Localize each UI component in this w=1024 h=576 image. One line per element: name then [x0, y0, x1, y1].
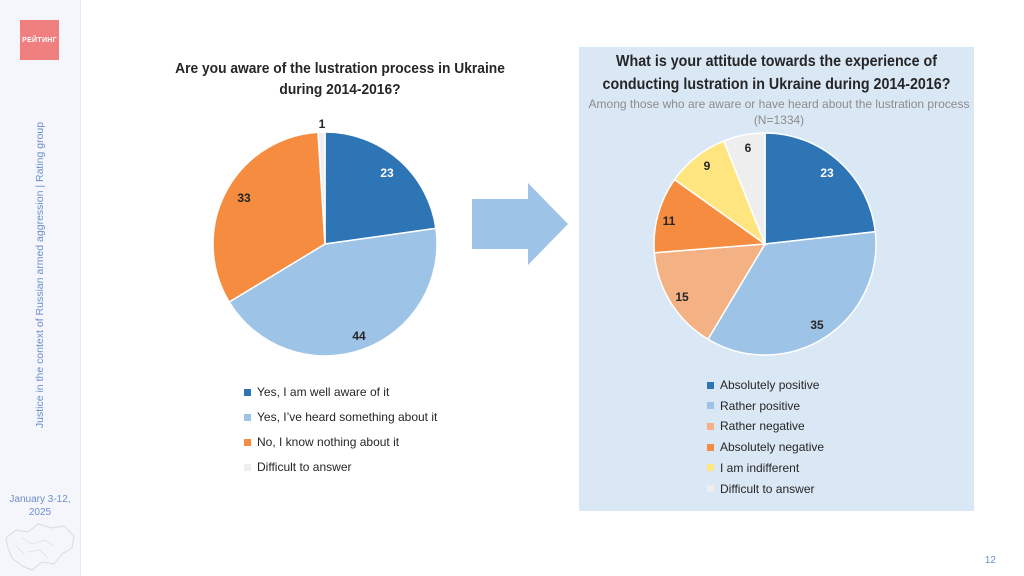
legend-label: Rather negative — [720, 419, 805, 434]
pie-slice — [722, 132, 766, 245]
rating-logo: РЕЙТИНГ — [20, 20, 59, 60]
pie-slice — [212, 131, 326, 304]
chart1-title: Are you aware of the lustration process … — [175, 60, 505, 98]
legend-label: I am indifferent — [720, 460, 800, 475]
legend-swatch — [707, 464, 714, 472]
legend-swatch — [707, 485, 714, 492]
legend-item: Yes, I’ve heard something about it — [244, 410, 437, 424]
legend-item: Difficult to answer — [244, 460, 351, 474]
legend-swatch — [244, 388, 251, 396]
legend-item: Yes, I am well aware of it — [244, 385, 389, 399]
legend-swatch — [707, 381, 714, 389]
ukraine-map-icon — [5, 523, 75, 571]
legend-swatch — [244, 413, 251, 421]
arrow-right-icon — [472, 183, 568, 265]
legend-swatch — [707, 443, 714, 451]
legend-item: Rather positive — [707, 399, 800, 413]
pie-data-label: 11 — [663, 214, 676, 228]
pie-slice — [228, 227, 438, 357]
legend-item: Absolutely positive — [707, 378, 819, 392]
pie-data-label: 1 — [319, 117, 326, 131]
sidebar: РЕЙТИНГ Justice in the context of Russia… — [0, 0, 81, 576]
legend-swatch — [707, 422, 714, 430]
legend-label: Difficult to answer — [720, 481, 815, 496]
pie-data-label: 23 — [820, 166, 834, 180]
legend-swatch — [244, 463, 251, 471]
legend-item: Difficult to answer — [707, 482, 814, 496]
legend-label: Absolutely negative — [720, 440, 825, 455]
pie-slice — [653, 178, 768, 254]
legend-label: Absolutely positive — [720, 378, 820, 392]
pie-data-label: 6 — [745, 141, 752, 155]
legend-item: Absolutely negative — [707, 440, 824, 454]
legend-item: Rather negative — [707, 419, 805, 433]
pie-slice — [706, 230, 877, 356]
pie-data-label: 15 — [675, 290, 689, 304]
page-number: 12 — [984, 555, 996, 566]
legend-label: No, I know nothing about it — [257, 435, 400, 449]
survey-date: January 3-12, 2025 — [9, 494, 71, 518]
pie-slice — [653, 243, 767, 341]
pie-data-label: 9 — [704, 159, 711, 173]
legend-label: Yes, I am well aware of it — [257, 385, 390, 399]
pie-slice — [317, 131, 326, 245]
legend-swatch — [707, 402, 714, 410]
chart2-subtitle: Among those who are aware or have heard … — [588, 97, 970, 127]
legend-swatch — [244, 438, 251, 446]
pie-data-label: 35 — [810, 318, 824, 332]
pie-slice — [764, 132, 877, 245]
legend-item: No, I know nothing about it — [244, 435, 399, 449]
pie-data-label: 23 — [380, 166, 394, 180]
legend-label: Difficult to answer — [257, 460, 352, 474]
chart2-title: What is your attitude towards the experi… — [602, 53, 951, 93]
pie-data-label: 44 — [352, 329, 366, 343]
pie-data-label: 33 — [237, 191, 251, 205]
legend-label: Yes, I’ve heard something about it — [257, 410, 438, 424]
legend-label: Rather positive — [720, 398, 801, 413]
pie-slice — [324, 131, 437, 245]
legend-item: I am indifferent — [707, 461, 799, 475]
